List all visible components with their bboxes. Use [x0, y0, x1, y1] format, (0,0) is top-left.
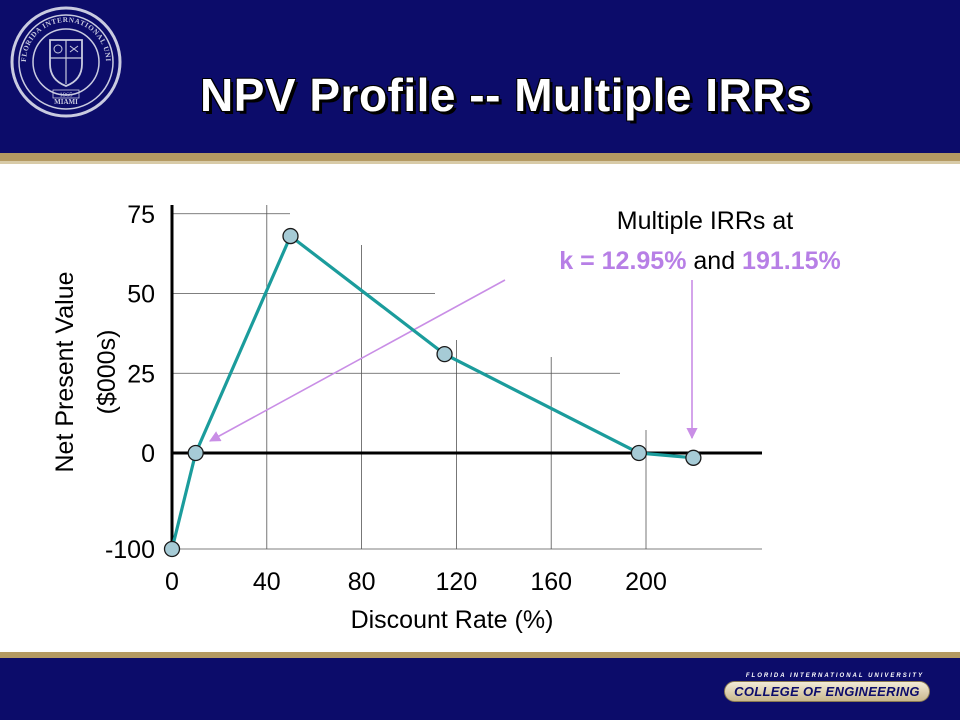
npv-line — [170, 233, 694, 550]
annotation-line2: k = 12.95% and 191.15% — [559, 247, 841, 275]
annotation-conj: and — [686, 247, 742, 275]
x-tick-label: 0 — [165, 568, 179, 596]
chart-grid — [172, 205, 762, 550]
data-point — [187, 444, 204, 462]
footer-university: FLORIDA INTERNATIONAL UNIVERSITY — [745, 673, 925, 679]
x-tick-label: 40 — [253, 568, 281, 596]
footer-gold-rule — [0, 652, 960, 658]
x-tick-label: 200 — [625, 568, 667, 596]
college-badge: COLLEGE OF ENGINEERING — [724, 681, 930, 702]
seal-year: 1965 — [60, 92, 73, 99]
x-tick-label: 80 — [348, 568, 376, 596]
university-seal-icon: FLORIDA INTERNATIONAL UNIVERSITY MIAMI 1… — [10, 6, 122, 118]
y-axis-label-line1: Net Present Value — [51, 271, 79, 472]
annotation-irr1: 12.95% — [602, 247, 687, 275]
npv-series — [163, 227, 702, 558]
college-label: COLLEGE OF ENGINEERING — [734, 684, 920, 699]
y-axis-label-line2: ($000s) — [93, 330, 121, 415]
x-tick-label: 120 — [436, 568, 478, 596]
annotation-line1: Multiple IRRs at — [617, 207, 793, 235]
slide-title: NPV Profile -- Multiple IRRs — [200, 69, 813, 121]
y-tick-label: 0 — [141, 440, 155, 468]
data-point — [282, 227, 299, 245]
data-point — [163, 540, 181, 558]
y-tick-label: 50 — [127, 281, 155, 309]
x-axis-label: Discount Rate (%) — [351, 606, 554, 634]
x-tick-label: 160 — [530, 568, 572, 596]
header-band — [0, 0, 960, 153]
annotation-prefix: k = — [559, 247, 601, 275]
annotation-irr2: 191.15% — [742, 247, 841, 275]
chart-axes — [170, 205, 762, 549]
y-tick-label: -100 — [105, 536, 155, 564]
annotation-arrows — [209, 279, 698, 442]
data-point — [436, 345, 453, 363]
data-point — [685, 449, 702, 466]
seal-bottom-text: MIAMI — [54, 98, 78, 106]
header-rule-shadow — [0, 161, 960, 164]
tick-labels: 0 40 80 120 160 200 -100 0 25 50 75 — [105, 201, 667, 596]
data-point — [630, 444, 648, 462]
arrow-irr1 — [209, 279, 506, 442]
header-gold-rule — [0, 153, 960, 161]
y-tick-label: 25 — [127, 360, 155, 388]
y-tick-label: 75 — [127, 201, 155, 229]
